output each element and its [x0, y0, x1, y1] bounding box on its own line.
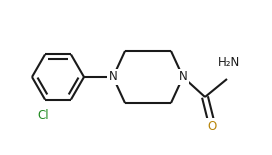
Text: Cl: Cl — [37, 108, 49, 122]
Text: H₂N: H₂N — [218, 56, 240, 69]
Text: N: N — [179, 71, 187, 84]
Text: O: O — [207, 120, 217, 133]
Text: N: N — [109, 71, 118, 84]
